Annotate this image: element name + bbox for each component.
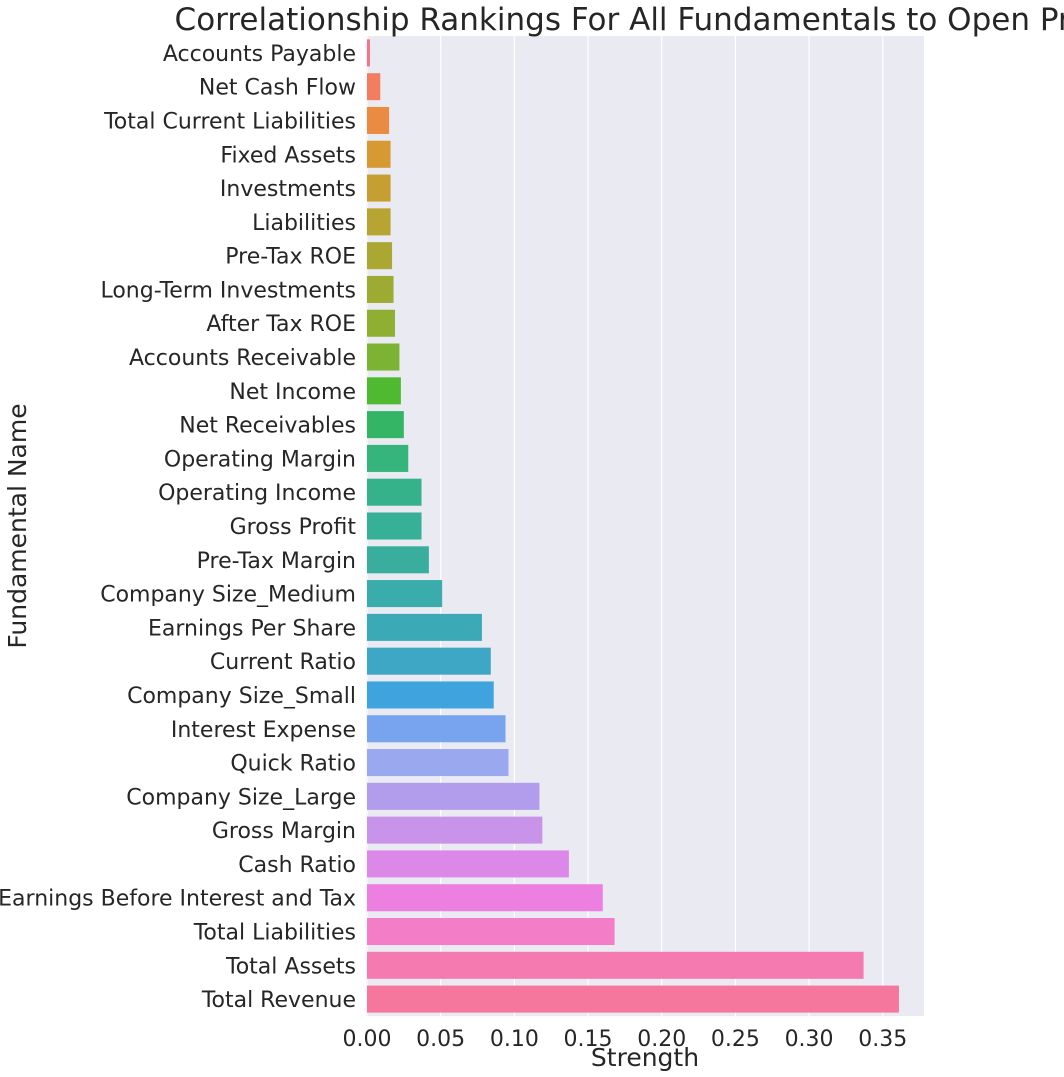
category-label: Accounts Receivable bbox=[129, 346, 356, 371]
bar bbox=[367, 715, 506, 743]
category-label: Long-Term Investments bbox=[100, 278, 356, 303]
category-label: Accounts Payable bbox=[163, 42, 356, 67]
bar bbox=[367, 613, 482, 641]
category-label: Total Liabilities bbox=[193, 921, 356, 946]
bar bbox=[367, 816, 543, 844]
category-label: Pre-Tax ROE bbox=[225, 245, 356, 270]
x-tick-label: 0.10 bbox=[490, 1027, 539, 1052]
category-label: Quick Ratio bbox=[230, 752, 356, 777]
category-label: Operating Margin bbox=[164, 447, 356, 472]
x-axis-label: Strength bbox=[591, 1043, 699, 1072]
bar bbox=[367, 951, 864, 979]
bar bbox=[367, 918, 615, 946]
category-label: Company Size_Medium bbox=[100, 583, 356, 608]
category-label: Gross Profit bbox=[230, 515, 357, 540]
bar bbox=[367, 850, 569, 878]
category-label: Earnings Per Share bbox=[148, 616, 356, 641]
bar bbox=[367, 512, 422, 540]
category-label: Interest Expense bbox=[171, 718, 356, 743]
x-tick-label: 0.00 bbox=[343, 1027, 392, 1052]
bar bbox=[367, 546, 429, 574]
bar bbox=[367, 580, 443, 608]
bar bbox=[367, 343, 400, 371]
category-label: After Tax ROE bbox=[206, 312, 356, 337]
bar bbox=[367, 208, 391, 236]
bar bbox=[367, 444, 409, 472]
category-label: Total Current Liabilities bbox=[103, 109, 356, 134]
category-label: Total Revenue bbox=[201, 988, 356, 1013]
x-tick-label: 0.20 bbox=[637, 1027, 686, 1052]
category-label: Fixed Assets bbox=[220, 143, 356, 168]
category-label: Earnings Before Interest and Tax bbox=[0, 887, 356, 912]
bar bbox=[367, 242, 393, 270]
bar bbox=[367, 782, 540, 810]
bar bbox=[367, 377, 401, 405]
bar bbox=[367, 106, 390, 134]
bars bbox=[367, 39, 899, 1013]
category-label: Net Cash Flow bbox=[199, 76, 356, 101]
category-label: Total Assets bbox=[225, 954, 356, 979]
y-axis-label: Fundamental Name bbox=[3, 403, 32, 648]
bar bbox=[367, 411, 404, 439]
category-labels: Accounts Payable Net Cash Flow Total Curre… bbox=[0, 42, 356, 1013]
bar bbox=[367, 39, 370, 67]
bar bbox=[367, 647, 491, 675]
bar bbox=[367, 174, 391, 202]
chart-title: Correlationship Rankings For All Fundame… bbox=[175, 2, 1064, 38]
bar bbox=[367, 73, 381, 101]
x-tick-label: 0.15 bbox=[564, 1027, 613, 1052]
category-label: Net Receivables bbox=[179, 414, 356, 439]
category-label: Company Size_Large bbox=[126, 785, 356, 810]
category-label: Company Size_Small bbox=[127, 684, 356, 709]
x-tick-label: 0.35 bbox=[858, 1027, 907, 1052]
category-label: Liabilities bbox=[252, 211, 356, 236]
category-label: Pre-Tax Margin bbox=[197, 549, 356, 574]
bar bbox=[367, 749, 509, 777]
bar bbox=[367, 478, 422, 506]
x-tick-label: 0.05 bbox=[416, 1027, 465, 1052]
bar bbox=[367, 681, 494, 709]
x-tick-labels: 0.00 0.05 0.10 0.15 0.20 0.25 0.30 0.35 bbox=[343, 1027, 908, 1052]
category-label: Cash Ratio bbox=[238, 853, 356, 878]
bar bbox=[367, 884, 603, 912]
bar bbox=[367, 140, 391, 168]
x-tick-label: 0.30 bbox=[785, 1027, 834, 1052]
bar bbox=[367, 275, 394, 303]
bar bbox=[367, 309, 395, 337]
category-label: Gross Margin bbox=[212, 819, 356, 844]
bar bbox=[367, 985, 899, 1013]
category-label: Current Ratio bbox=[210, 650, 356, 675]
category-label: Net Income bbox=[229, 380, 356, 405]
x-tick-label: 0.25 bbox=[711, 1027, 760, 1052]
category-label: Investments bbox=[220, 177, 356, 202]
category-label: Operating Income bbox=[158, 481, 356, 506]
